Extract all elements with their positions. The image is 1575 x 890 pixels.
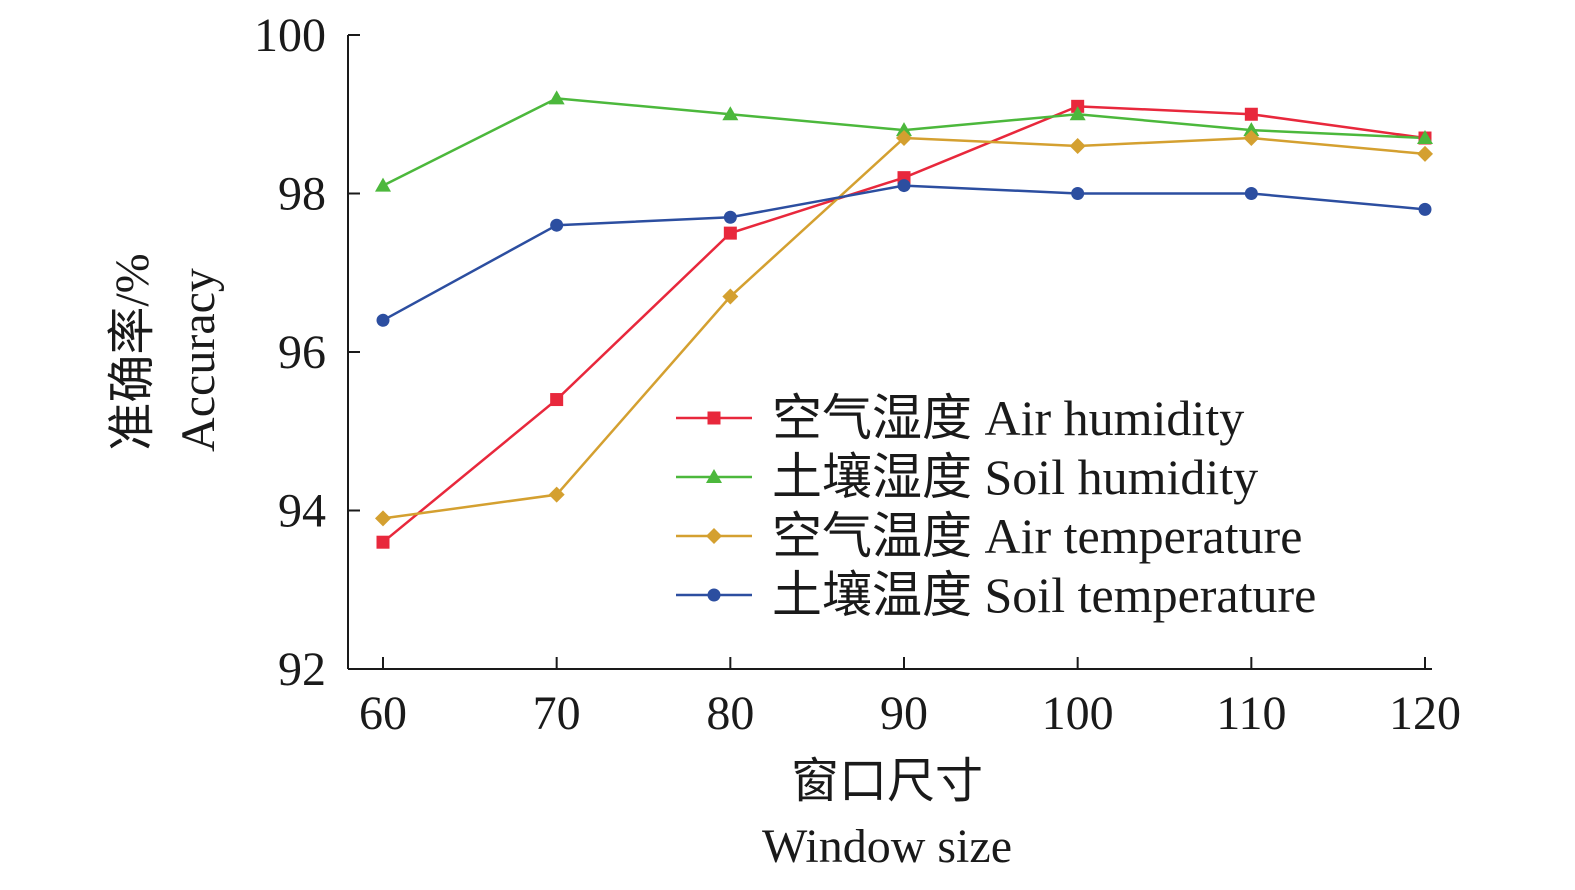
legend-item: 空气温度 Air temperature: [676, 508, 1302, 564]
y-tick-label: 94: [278, 485, 326, 538]
x-tick-label: 60: [359, 687, 407, 740]
legend-item: 空气湿度 Air humidity: [676, 390, 1244, 446]
legend-marker-circle: [707, 588, 721, 602]
legend-marker-diamond: [706, 528, 722, 544]
data-point-circle: [723, 210, 737, 224]
x-tick-label: 70: [533, 687, 581, 740]
data-point-triangle: [375, 177, 391, 192]
y-axis-title: 准确率/%: [106, 253, 159, 450]
x-axis-title-chinese: 窗口尺寸: [791, 755, 983, 808]
data-point-circle: [1244, 187, 1258, 200]
legend-marker-triangle: [706, 469, 722, 483]
data-point-diamond: [1243, 130, 1260, 147]
y-axis-title-en-group: Accuracy: [172, 268, 225, 452]
legend-marker-square: [707, 411, 721, 425]
data-point-circle: [1418, 202, 1432, 216]
x-axis-title-english: Window size: [762, 820, 1012, 873]
legend-label: 土壤温度 Soil temperature: [772, 567, 1316, 623]
x-tick-label: 100: [1042, 687, 1114, 740]
series-line-3: [382, 184, 1426, 322]
data-point-diamond: [1417, 145, 1433, 162]
y-tick-label: 96: [278, 326, 326, 379]
legend-label: 土壤湿度 Soil humidity: [772, 449, 1258, 505]
y-tick-label: 98: [278, 168, 326, 221]
data-point-circle: [897, 179, 911, 193]
data-point-circle: [550, 218, 564, 232]
series-markers: [375, 90, 1433, 549]
data-point-triangle: [1243, 122, 1260, 137]
data-point-triangle: [722, 106, 739, 121]
y-tick-label: 100: [254, 9, 326, 62]
legend-item: 土壤温度 Soil temperature: [676, 567, 1316, 623]
x-tick-label: 120: [1389, 687, 1461, 740]
data-point-square: [376, 535, 390, 549]
tick-marks: 92 94 96 98 100 60 70 80 90 100 110 120: [254, 9, 1461, 740]
y-axis-title-chinese: 准确率/%: [106, 253, 159, 450]
data-point-diamond: [896, 130, 912, 147]
y-tick-label: 92: [278, 643, 326, 696]
data-point-diamond: [375, 510, 391, 527]
x-tick-label: 110: [1216, 687, 1286, 740]
data-point-triangle: [548, 90, 565, 105]
data-point-diamond: [1069, 137, 1086, 154]
legend-label: 空气温度 Air temperature: [772, 508, 1302, 564]
y-axis-title-english: Accuracy: [172, 268, 225, 452]
data-point-diamond: [722, 288, 739, 305]
data-point-square: [723, 226, 737, 240]
x-tick-label: 80: [706, 687, 754, 740]
legend-label: 空气湿度 Air humidity: [772, 390, 1244, 446]
x-tick-label: 90: [880, 687, 928, 740]
data-point-circle: [1071, 187, 1085, 200]
data-point-square: [1244, 107, 1258, 121]
data-point-square: [550, 393, 564, 407]
data-point-diamond: [548, 486, 565, 503]
data-point-triangle: [1417, 130, 1433, 145]
data-point-circle: [376, 313, 390, 327]
data-point-triangle: [896, 122, 912, 137]
legend-item: 土壤湿度 Soil humidity: [676, 449, 1258, 505]
data-point-triangle: [1069, 106, 1086, 121]
